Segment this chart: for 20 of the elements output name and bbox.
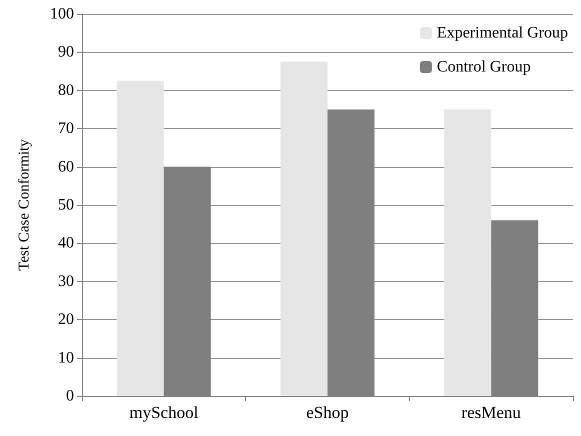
y-tick-label: 90 xyxy=(58,44,74,61)
legend-label: Control Group xyxy=(436,58,531,76)
y-tick-label: 30 xyxy=(58,272,74,290)
x-tick-label: resMenu xyxy=(461,403,522,422)
y-tick-label: 40 xyxy=(58,234,74,252)
x-tick-label: mySchool xyxy=(129,403,199,422)
y-tick-label: 20 xyxy=(58,311,74,328)
bar xyxy=(444,110,492,396)
y-tick-label: 50 xyxy=(58,196,74,214)
y-tick-label: 100 xyxy=(50,6,74,22)
bar xyxy=(280,62,328,396)
y-tick-label: 60 xyxy=(58,158,74,176)
x-tick-label: eShop xyxy=(306,403,349,422)
legend-label: Experimental Group xyxy=(436,24,568,42)
y-tick-label: 70 xyxy=(58,120,74,138)
y-tick-label: 10 xyxy=(58,349,74,366)
y-axis-title: Test Case Conformity xyxy=(16,138,32,271)
y-tick-label: 0 xyxy=(66,388,74,404)
bar xyxy=(116,80,164,396)
y-tick-label: 80 xyxy=(58,82,74,99)
